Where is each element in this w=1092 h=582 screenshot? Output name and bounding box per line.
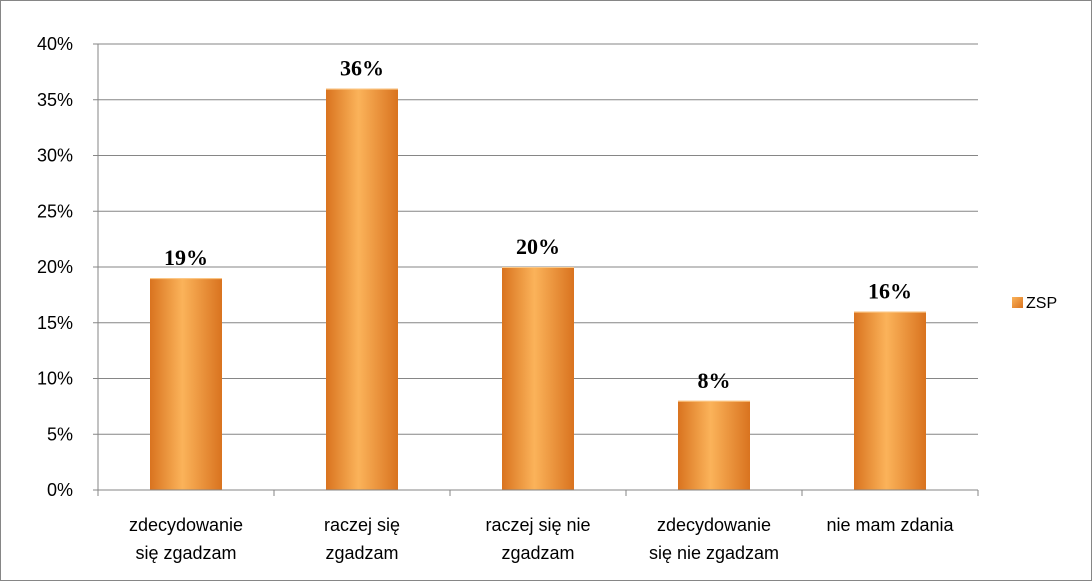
y-tick-label: 0% bbox=[47, 480, 73, 500]
y-tick-label: 10% bbox=[37, 369, 73, 389]
y-tick-label: 25% bbox=[37, 201, 73, 221]
bar bbox=[502, 267, 574, 490]
data-label: 16% bbox=[868, 279, 912, 304]
bars bbox=[150, 88, 926, 490]
category-label: nie mam zdania bbox=[826, 515, 954, 535]
category-label: zdecydowanie bbox=[129, 515, 243, 535]
category-label: zdecydowanie bbox=[657, 515, 771, 535]
axes bbox=[93, 43, 979, 496]
y-tick-label: 40% bbox=[37, 34, 73, 54]
y-tick-labels: 0% 5% 10% 15% 20% 25% 30% 35% 40% bbox=[37, 34, 73, 500]
category-label: raczej się bbox=[324, 515, 400, 535]
bar bbox=[854, 311, 926, 490]
y-tick-label: 20% bbox=[37, 257, 73, 277]
legend-label: ZSP bbox=[1026, 295, 1057, 312]
category-label: zgadzam bbox=[501, 543, 574, 563]
bar bbox=[678, 400, 750, 490]
data-label: 8% bbox=[698, 368, 731, 393]
y-tick-label: 15% bbox=[37, 313, 73, 333]
category-label: się zgadzam bbox=[135, 543, 236, 563]
legend: ZSP bbox=[1012, 295, 1057, 312]
y-tick-label: 5% bbox=[47, 424, 73, 444]
bar bbox=[326, 88, 398, 490]
category-label: zgadzam bbox=[325, 543, 398, 563]
category-label: raczej się nie bbox=[485, 515, 590, 535]
data-label: 19% bbox=[164, 245, 208, 270]
category-label: się nie zgadzam bbox=[649, 543, 779, 563]
category-labels: zdecydowanie się zgadzam raczej się zgadzam… bbox=[129, 515, 955, 563]
legend-swatch bbox=[1012, 297, 1023, 308]
data-labels: 19% 36% 20% 8% 16% bbox=[164, 56, 912, 393]
bar bbox=[150, 278, 222, 490]
y-tick-label: 30% bbox=[37, 146, 73, 166]
data-label: 36% bbox=[340, 56, 384, 81]
data-label: 20% bbox=[516, 234, 560, 259]
y-tick-label: 35% bbox=[37, 90, 73, 110]
